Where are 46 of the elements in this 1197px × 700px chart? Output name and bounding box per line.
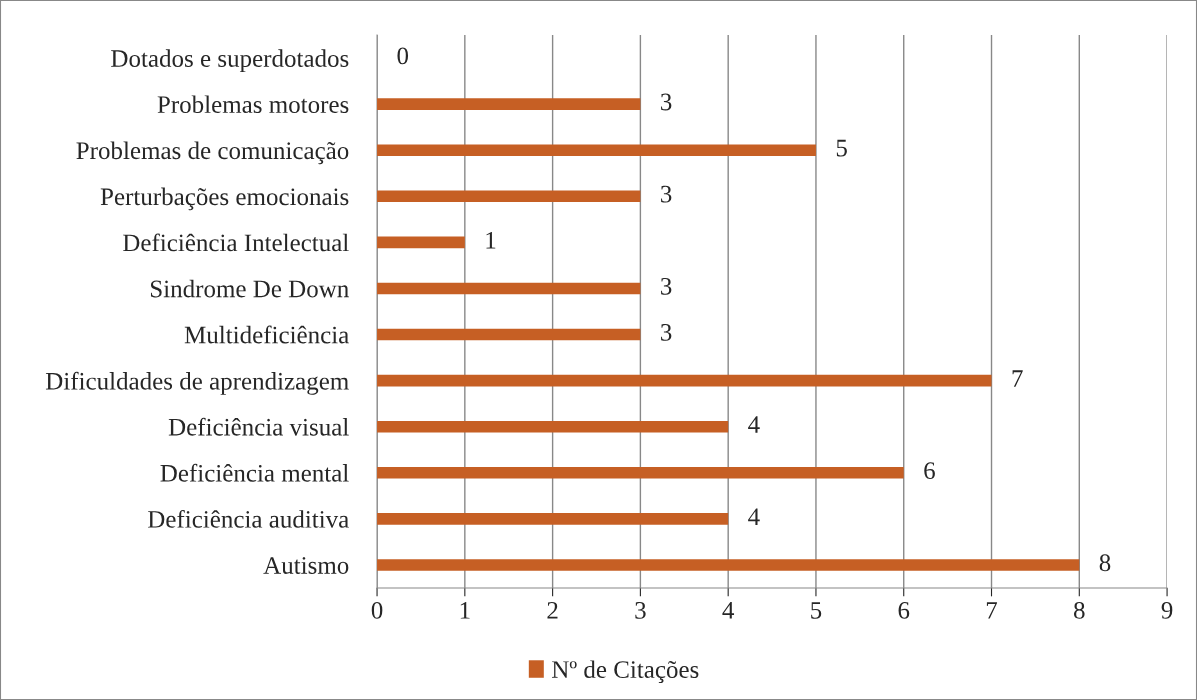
x-tick-label: 4	[722, 602, 735, 619]
data-label: 7	[1012, 370, 1023, 387]
bar	[377, 98, 641, 110]
bar	[377, 559, 1080, 571]
x-tick-label: 3	[635, 601, 646, 619]
data-label: 5	[836, 139, 847, 157]
x-tick-label: 6	[898, 601, 910, 619]
data-label: 4	[748, 416, 760, 433]
data-label: 3	[661, 277, 672, 295]
y-tick-label: Multideficiência	[184, 325, 349, 344]
bar	[377, 374, 992, 387]
y-tick-label: Sindrome De Down	[150, 279, 349, 298]
x-tick-label: 5	[811, 602, 822, 619]
bar	[377, 190, 641, 203]
y-tick-label: Problemas de comunicação	[76, 141, 349, 165]
bar	[377, 420, 729, 433]
data-label: 3	[661, 93, 672, 111]
data-label: 6	[924, 462, 935, 480]
x-tick-label: 0	[371, 601, 383, 619]
bar	[377, 144, 816, 156]
data-label: 3	[661, 324, 672, 341]
data-label: 4	[748, 508, 760, 525]
y-tick-label: Autismo	[263, 557, 349, 574]
y-tick-label: Problemas motores	[157, 95, 349, 114]
y-tick-label: Perturbações emocionais	[100, 187, 349, 211]
x-tick-label: 2	[547, 601, 558, 619]
y-tick-label: Deficiência auditiva	[148, 509, 349, 528]
y-tick-label: Deficiência Intelectual	[123, 233, 349, 252]
bar	[377, 467, 904, 479]
y-tick-label: Dotados e superdotados	[111, 49, 349, 73]
data-label: 0	[397, 47, 409, 65]
y-tick-label: Deficiência visual	[168, 417, 349, 436]
bar	[377, 236, 465, 249]
y-tick-label: Deficiência mental	[160, 463, 349, 482]
x-tick-label: 1	[460, 602, 470, 619]
bar	[377, 282, 641, 295]
data-label: 8	[1099, 554, 1111, 572]
x-tick-label: 9	[1161, 601, 1173, 619]
legend-label: Nº de Citações	[552, 660, 699, 684]
data-label: 1	[486, 231, 496, 249]
x-tick-label: 8	[1074, 601, 1085, 619]
y-tick-label: Dificuldades de aprendizagem	[45, 371, 349, 395]
bar	[377, 328, 641, 341]
data-label: 3	[661, 185, 672, 203]
x-tick-label: 7	[986, 602, 998, 619]
bar	[377, 513, 729, 525]
